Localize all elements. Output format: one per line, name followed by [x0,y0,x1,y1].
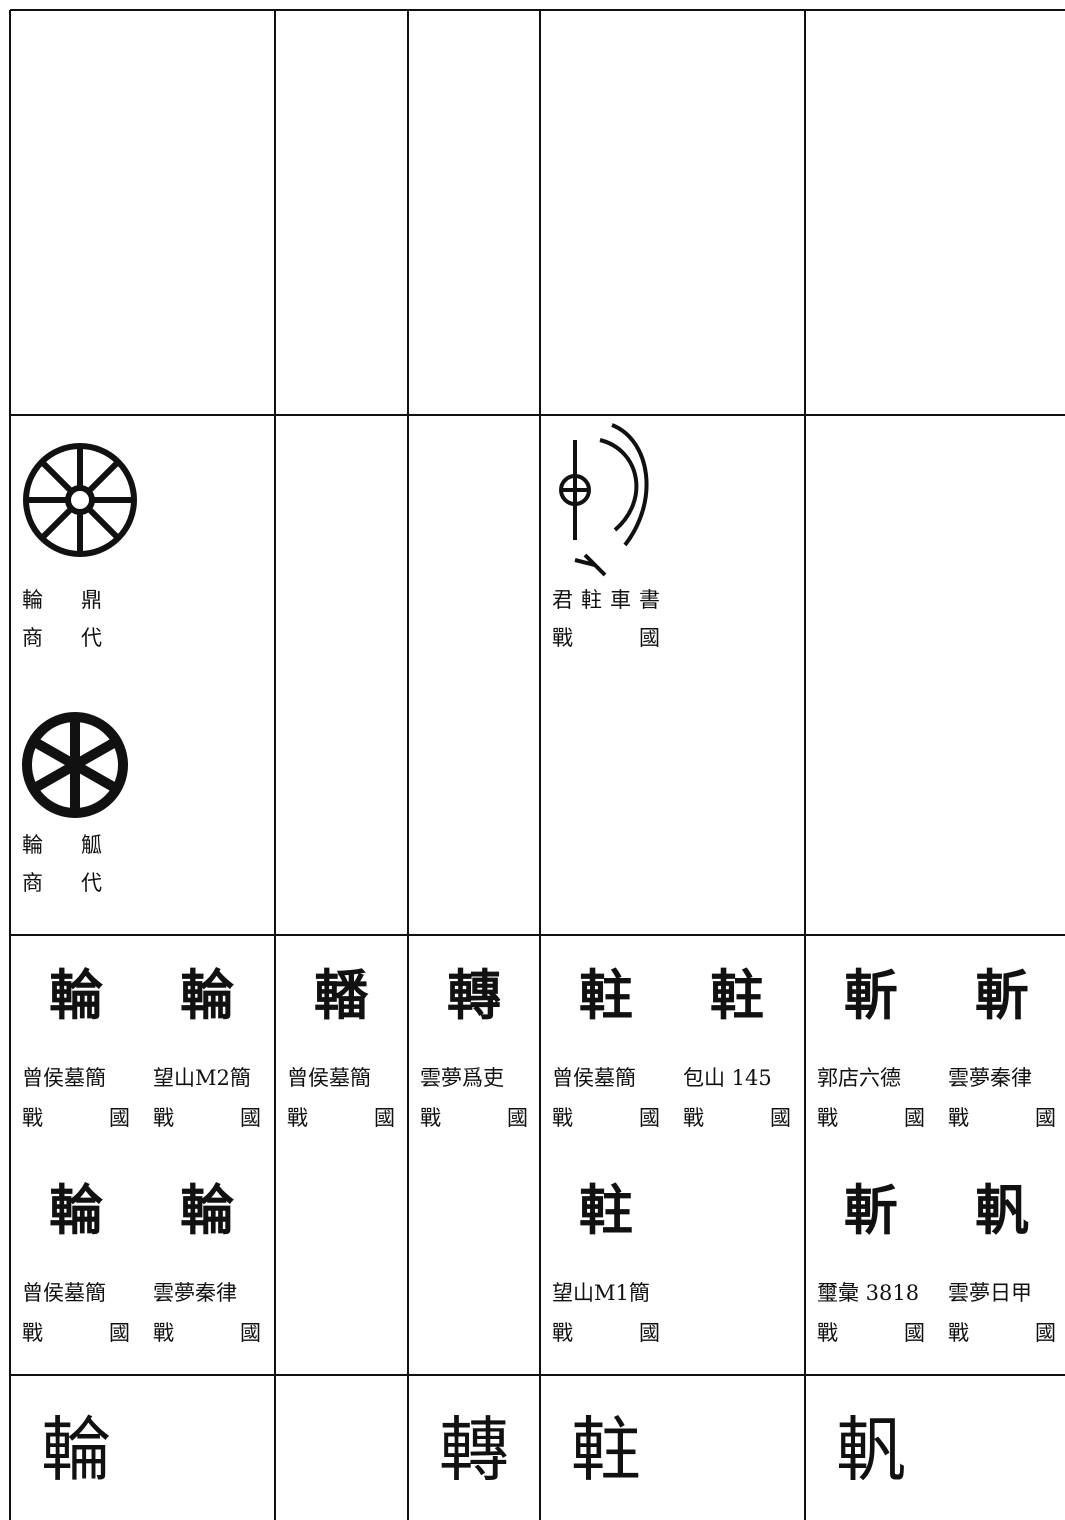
source: 曾侯墓簡 [552,1066,636,1090]
source: 雲夢秦律 [948,1066,1032,1090]
era: 戰 國 [22,1321,130,1345]
glyph: 軴 [579,1178,633,1242]
source: 雲夢日甲 [948,1281,1032,1305]
glyph: 斬 [844,1178,898,1242]
era: 戰 國 [153,1106,261,1130]
source: 包山 145 [683,1066,772,1090]
glyph: 軴 [579,963,633,1027]
era: 戰 國 [817,1106,925,1130]
glyph: 軴 [571,1409,641,1491]
era: 商 代 [22,871,102,895]
glyph: 斬 [975,963,1029,1027]
glyph: 轉 [447,963,501,1027]
glyph: 輪 [49,1178,103,1242]
glyph: 輪 [180,1178,234,1242]
era: 戰 國 [153,1321,261,1345]
era: 商 代 [22,626,102,650]
era: 戰 國 [420,1106,528,1130]
glyph: 輪 [41,1409,111,1491]
wheel-image [22,712,128,818]
era: 戰 國 [948,1321,1056,1345]
source: 輪 觚 [22,833,102,857]
era: 戰 國 [817,1321,925,1345]
source: 曾侯墓簡 [22,1281,106,1305]
era: 戰 國 [683,1106,791,1130]
source: 君軴車書 [552,588,660,612]
glyph: 斬 [844,963,898,1027]
glyph: 轓 [314,963,368,1027]
glyph: 軴 [710,963,764,1027]
era: 戰 國 [552,626,660,650]
wheel-image [23,443,137,557]
glyph: 輪 [49,963,103,1027]
era: 戰 國 [552,1106,660,1130]
glyph-image [559,423,649,577]
glyph: 軓 [975,1178,1029,1242]
glyph: 輪 [180,963,234,1027]
era: 戰 國 [22,1106,130,1130]
source: 望山M1簡 [552,1281,650,1305]
source: 雲夢秦律 [153,1281,237,1305]
era: 戰 國 [287,1106,395,1130]
era: 戰 國 [552,1321,660,1345]
source: 輪 鼎 [22,588,102,612]
source: 望山M2簡 [153,1066,251,1090]
source: 郭店六德 [817,1066,901,1090]
glyph: 軓 [836,1409,906,1491]
source: 璽彙 3818 [817,1281,920,1305]
glyph: 轉 [439,1409,509,1491]
era: 戰 國 [948,1106,1056,1130]
source: 曾侯墓簡 [22,1066,106,1090]
source: 曾侯墓簡 [287,1066,371,1090]
source: 雲夢爲吏 [420,1066,504,1090]
